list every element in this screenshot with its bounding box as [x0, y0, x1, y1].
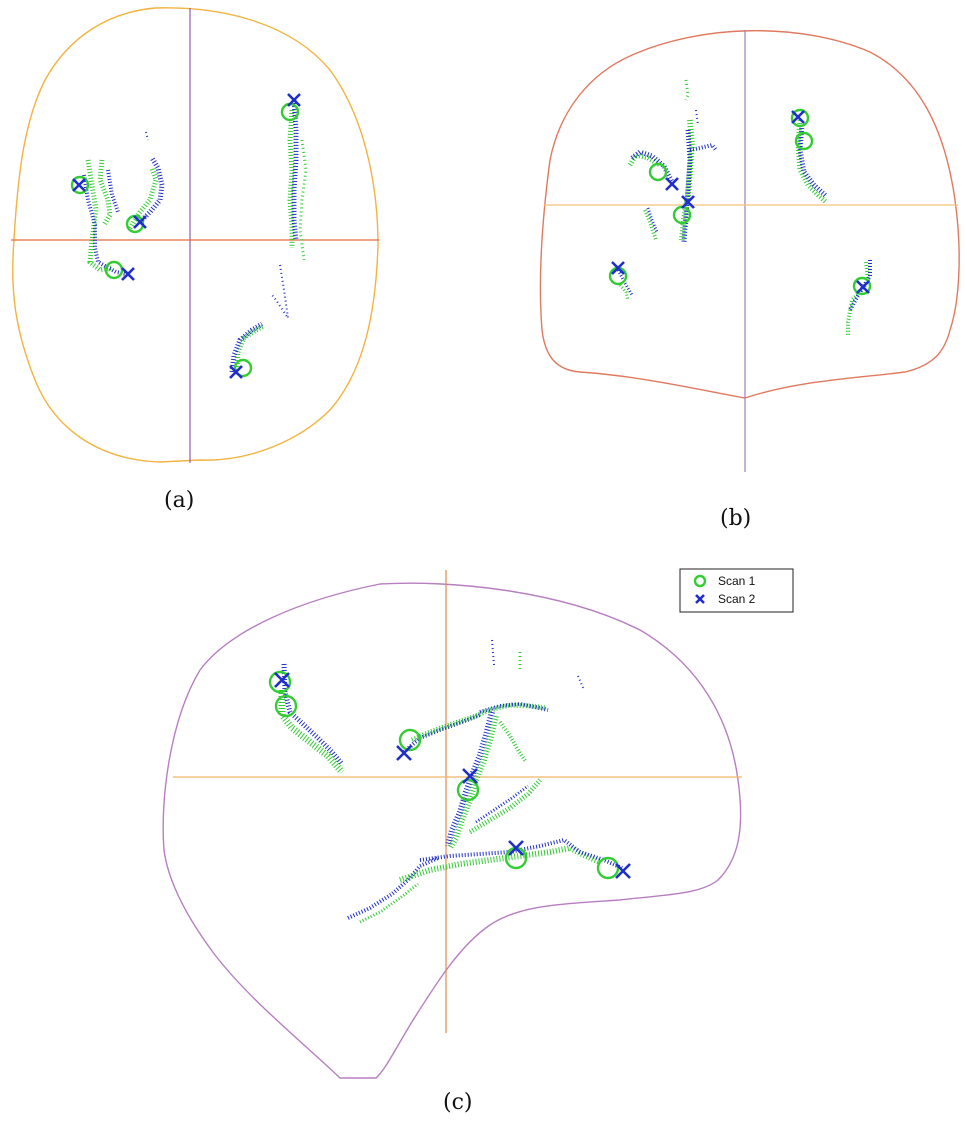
outline-a — [12, 7, 379, 463]
legend-scan1-label: Scan 1 — [718, 574, 756, 588]
panel-a — [11, 7, 379, 463]
outline-b — [539, 30, 960, 399]
panel-b — [539, 30, 960, 472]
scan2-keypoint — [72, 178, 86, 192]
trace-b-6 — [846, 260, 872, 336]
trace-a-2 — [97, 159, 120, 227]
trace-a-5 — [229, 321, 266, 373]
scan1-keypoint — [233, 358, 253, 378]
trace-a-3 — [127, 131, 165, 230]
scan2-keypoint — [121, 267, 135, 281]
scan2-keypoint — [681, 195, 695, 209]
trace-a-1 — [82, 159, 127, 276]
scan1-keypoint — [70, 175, 90, 195]
legend-scan1-marker — [693, 574, 707, 588]
trace-a-4 — [271, 99, 308, 319]
scan1-keypoint — [274, 694, 298, 718]
scan1-keypoint — [852, 276, 872, 296]
scan2-keypoint — [856, 280, 870, 294]
legend: Scan 1 Scan 2 — [679, 568, 794, 613]
legend-scan2-label: Scan 2 — [718, 592, 756, 606]
trace-c-3 — [445, 711, 528, 850]
scan2-keypoint — [611, 261, 625, 275]
scan2-keypoint — [287, 93, 301, 107]
scan2-keypoint — [508, 840, 524, 856]
scan1-keypoint — [104, 260, 124, 280]
caption-b: (b) — [720, 506, 752, 531]
scan2-keypoint — [665, 177, 679, 191]
legend-scan2-marker — [695, 594, 705, 604]
scan2-keypoint — [133, 215, 147, 229]
scan1-keypoint — [268, 670, 292, 694]
scan2-keypoint — [791, 110, 805, 124]
scan2-keypoint — [229, 365, 243, 379]
scan1-keypoint — [672, 205, 692, 225]
trace-c-2 — [402, 701, 549, 754]
outline-c — [162, 582, 742, 1079]
trace-c-1 — [278, 663, 345, 775]
scan1-keypoint — [794, 131, 814, 151]
trace-b-1 — [627, 149, 675, 184]
trace-b-2 — [679, 79, 718, 243]
trace-c-5 — [347, 837, 623, 924]
trace-c-4 — [468, 778, 542, 835]
scan1-keypoint — [456, 778, 480, 802]
scan2-keypoint — [615, 863, 631, 879]
trace-b-5 — [616, 269, 634, 301]
trace-b-4 — [795, 119, 828, 204]
scan2-keypoint — [396, 745, 412, 761]
panel-c — [162, 570, 742, 1079]
trace-c-sparse — [491, 639, 585, 691]
scan1-keypoint — [596, 856, 620, 880]
trace-b-3 — [643, 207, 659, 241]
scan1-keypoint — [648, 162, 668, 182]
scan1-keypoint — [398, 728, 422, 752]
scan2-keypoint — [462, 768, 478, 784]
caption-a: (a) — [164, 488, 195, 513]
scan2-keypoint — [274, 672, 290, 688]
caption-c: (c) — [443, 1090, 473, 1115]
scan1-keypoint — [790, 108, 810, 128]
